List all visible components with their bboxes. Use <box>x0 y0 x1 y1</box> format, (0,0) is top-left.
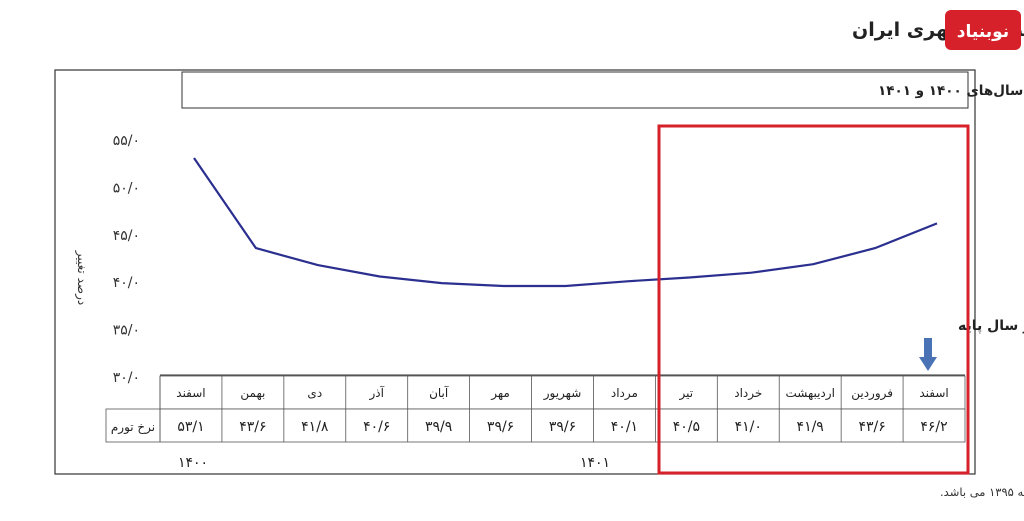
highlight-box <box>657 124 970 475</box>
y-tick-labels: ۳۰/۰ ۳۵/۰ ۴۰/۰ ۴۵/۰ ۵۰/۰ ۵۵/۰ <box>113 133 140 386</box>
annotation-text: تغییر سال پایه <box>958 318 1024 334</box>
year-label-1401: ۱۴۰۱ <box>580 455 610 471</box>
month-label: تیر <box>679 386 694 401</box>
chart-title: درصد تغییر دوازده ماه منتهی به هر ماه نس… <box>878 83 1024 99</box>
value-label: ۴۶/۲ <box>920 419 947 435</box>
value-label: ۳۹/۶ <box>549 419 576 435</box>
month-label: اسفند <box>919 386 948 400</box>
month-label: آبان <box>429 385 449 400</box>
data-table: نرخ تورم <box>105 374 966 443</box>
down-arrow-icon <box>919 338 937 371</box>
month-label: دی <box>307 386 322 400</box>
month-label: فروردین <box>851 386 893 401</box>
month-row <box>159 375 966 410</box>
footnote: در نمودار فوق، اعداد نرخ تورم از اسفندما… <box>940 485 1024 500</box>
y-tick-label: ۵۰/۰ <box>113 180 140 196</box>
row-label: نرخ تورم <box>111 420 155 435</box>
inflation-line <box>193 157 938 288</box>
month-label: مهر <box>490 386 510 401</box>
logo-text: نوبنیاد <box>957 22 1009 42</box>
value-label: ۴۳/۶ <box>239 419 266 435</box>
chart-title-box <box>181 71 969 109</box>
y-tick-label: ۳۰/۰ <box>113 370 140 386</box>
logo: نوبنیاد <box>945 10 1021 50</box>
y-axis-label: درصد تغییر <box>74 250 89 305</box>
y-tick-label: ۴۰/۰ <box>113 275 140 291</box>
month-label: مرداد <box>611 386 638 401</box>
value-label: ۴۱/۰ <box>735 419 762 435</box>
chart-frame <box>54 69 976 475</box>
month-label: شهریور <box>543 386 582 401</box>
value-label: ۵۳/۱ <box>177 419 204 435</box>
value-label: ۴۱/۸ <box>301 419 329 435</box>
value-label: ۴۱/۹ <box>797 419 824 435</box>
month-label: اردیبهشت <box>785 386 834 401</box>
month-label: آذر <box>368 385 384 401</box>
value-label: ۳۹/۹ <box>425 419 452 435</box>
y-tick-label: ۵۵/۰ <box>113 133 140 149</box>
y-tick-label: ۴۵/۰ <box>113 228 140 244</box>
value-label: ۴۰/۶ <box>363 419 390 435</box>
month-label: بهمن <box>240 386 265 401</box>
y-tick-label: ۳۵/۰ <box>113 323 140 339</box>
value-label: ۳۹/۶ <box>487 419 514 435</box>
value-row <box>105 408 966 443</box>
value-label: ۴۰/۱ <box>611 419 638 435</box>
month-label: اسفند <box>176 386 205 400</box>
year-label-1400: ۱۴۰۰ <box>178 455 208 471</box>
value-label: ۴۳/۶ <box>858 419 885 435</box>
month-label: خرداد <box>734 386 762 401</box>
value-label: ۴۰/۵ <box>673 419 700 435</box>
